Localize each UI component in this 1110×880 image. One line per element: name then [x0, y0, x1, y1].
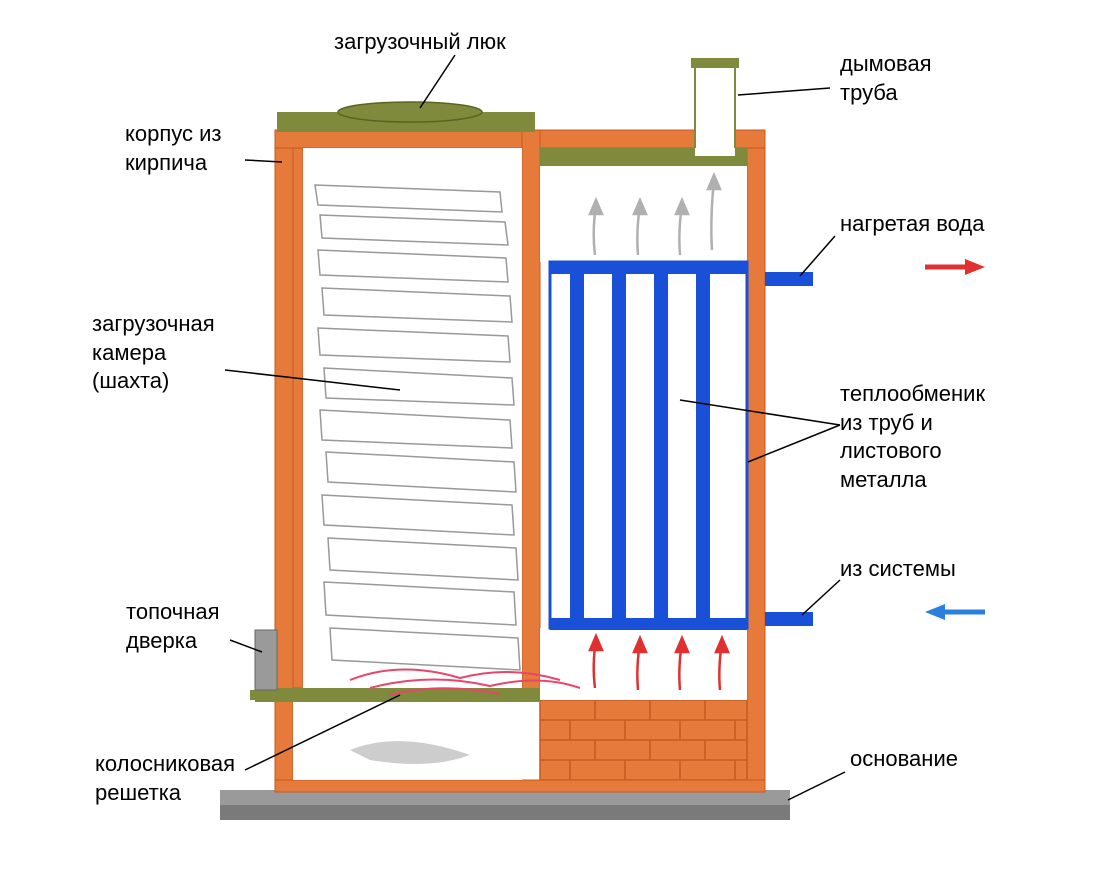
label-from-system: из системы [840, 555, 956, 584]
label-fire-door: топочная дверка [126, 598, 220, 655]
label-chimney: дымовая труба [840, 50, 932, 107]
label-grate: колосниковая решетка [95, 750, 235, 807]
label-heated-water: нагретая вода [840, 210, 985, 239]
label-loading-chamber: загрузочная камера (шахта) [92, 310, 215, 396]
label-heat-exchanger: теплообменик из труб и листового металла [840, 380, 985, 494]
label-brick-body: корпус из кирпича [125, 120, 222, 177]
label-loading-hatch: загрузочный люк [334, 28, 506, 57]
label-base: основание [850, 745, 958, 774]
